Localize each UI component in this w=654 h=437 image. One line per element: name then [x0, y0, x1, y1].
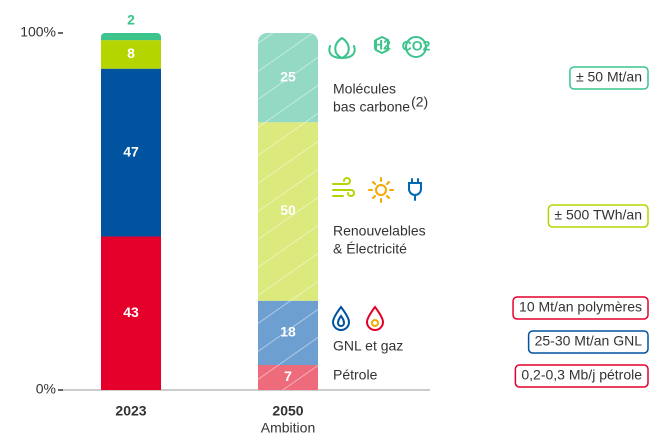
svg-text:H2: H2: [373, 37, 391, 53]
x-tick-label: 2050: [272, 403, 303, 419]
annotation: ± 50 Mt/an: [569, 66, 649, 90]
series-label: Pétrole: [333, 367, 378, 383]
hatch: [258, 365, 318, 390]
value-label: 8: [127, 45, 135, 61]
annotation-box: [514, 364, 649, 388]
annotation-text: ± 50 Mt/an: [576, 69, 642, 85]
bar-segment: [101, 68, 161, 237]
value-label: 25: [280, 68, 296, 84]
hatch: [258, 122, 318, 301]
annotation: 10 Mt/an polymères: [512, 296, 649, 320]
value-label: 43: [123, 304, 139, 320]
series-label: & Électricité: [333, 241, 407, 257]
annotation: ± 500 TWh/an: [547, 204, 649, 228]
annotation: 25-30 Mt/an GNL: [527, 330, 649, 354]
value-label: 18: [280, 324, 296, 340]
annotation-text: 10 Mt/an polymères: [519, 299, 642, 315]
value-label: 7: [284, 368, 292, 384]
y-tick-label: 100%: [20, 24, 56, 40]
x-tick-subtitle: Ambition: [261, 420, 315, 436]
annotation-box: [547, 204, 649, 228]
bar-segment: [101, 40, 161, 69]
annotation-text: 0,2-0,3 Mb/j pétrole: [521, 367, 642, 383]
annotation-box: [569, 66, 649, 90]
series-label: Renouvelables: [333, 223, 426, 239]
y-tick-label: 0%: [36, 381, 56, 397]
value-label: 2: [127, 12, 135, 28]
stacked-bar: [258, 33, 318, 390]
series-label-note: (2): [411, 94, 428, 110]
bar-segment: [101, 33, 161, 41]
series-label: Molécules: [333, 81, 396, 97]
series-label: GNL et gaz: [333, 338, 403, 354]
svg-text:CO2: CO2: [402, 38, 431, 54]
x-tick-label: 2023: [115, 403, 146, 419]
annotation: 0,2-0,3 Mb/j pétrole: [514, 364, 649, 388]
hatch: [258, 300, 318, 366]
hatch: [258, 33, 318, 123]
stacked-bar: [101, 33, 161, 390]
icons: H2 CO2: [328, 35, 431, 331]
annotation-box: [512, 296, 649, 320]
annotation-text: ± 500 TWh/an: [554, 207, 642, 223]
annotation-text: 25-30 Mt/an GNL: [535, 333, 643, 349]
bar-segment: [101, 236, 161, 390]
series-label: bas carbone: [333, 99, 410, 115]
value-label: 50: [280, 202, 296, 218]
value-label: 47: [123, 143, 139, 159]
annotation-box: [527, 330, 649, 354]
